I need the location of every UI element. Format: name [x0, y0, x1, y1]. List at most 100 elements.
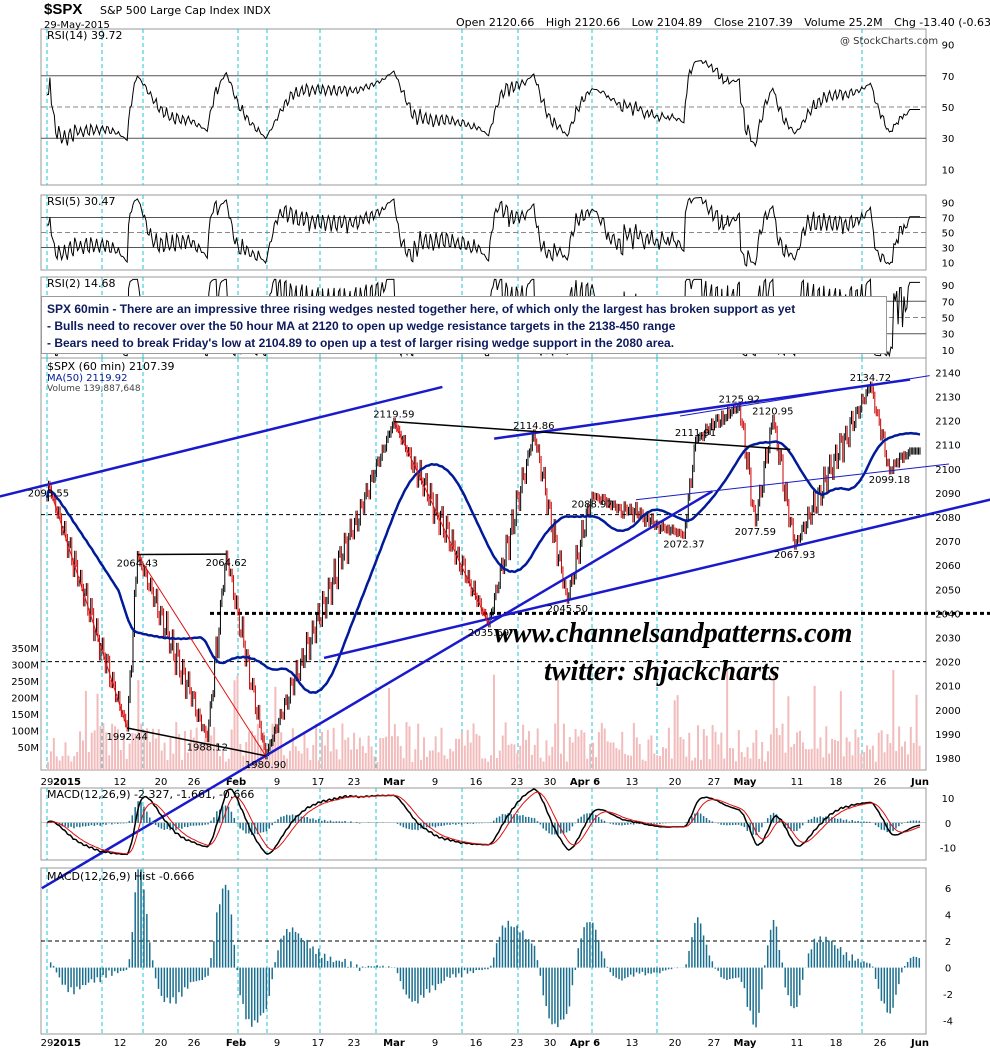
hist-bar	[758, 967, 760, 1013]
macd-hist-bar	[341, 821, 343, 823]
volume-bar	[58, 760, 61, 770]
volume-bar	[390, 736, 393, 770]
swing-point-label: 1992.44	[106, 732, 147, 743]
hist-bar	[131, 932, 134, 968]
open-value: Open 2120.66	[456, 16, 535, 29]
lower-bound-line	[127, 727, 266, 757]
hist-bar	[414, 967, 416, 1001]
macd-hist-bar	[600, 819, 603, 823]
hist-bar	[898, 967, 900, 985]
volume-bar	[291, 728, 294, 770]
swing-point-label: 2045.50	[547, 604, 588, 615]
hist-bar	[431, 967, 434, 986]
hist-bar	[277, 950, 279, 968]
volume-bar	[641, 759, 644, 770]
macd-hist-bar	[245, 822, 247, 834]
macd-hist-bar	[632, 822, 635, 825]
hist-bar	[495, 943, 498, 968]
volume-bar	[81, 740, 84, 770]
macd-hist-bar	[580, 816, 582, 823]
volume-bar	[554, 723, 557, 770]
volume-bar	[367, 735, 370, 770]
hist-bar	[227, 890, 230, 968]
volume-bar	[627, 755, 630, 770]
security-name: S&P 500 Large Cap Index INDX	[100, 4, 271, 17]
macd-hist-bar	[539, 822, 542, 825]
volume-bar	[880, 730, 883, 770]
hist-bar	[460, 967, 463, 978]
hist-bar	[192, 967, 195, 982]
y-tick-label: 10	[942, 794, 955, 805]
macd-hist-bar	[749, 822, 751, 832]
decline-channel-line	[136, 554, 267, 757]
volume-bar	[758, 758, 761, 770]
x-tick-label: Jun	[910, 777, 929, 788]
hist-bar	[799, 967, 801, 996]
volume-bar	[224, 761, 227, 770]
hist-bar	[224, 884, 227, 968]
macd-hist-bar	[708, 820, 711, 823]
hist-bar	[533, 945, 536, 968]
x-tick-label: 23	[511, 777, 524, 788]
hist-bar	[793, 967, 795, 1009]
volume-bar	[102, 723, 105, 770]
macd-hist-bar	[519, 815, 521, 823]
hist-bar	[64, 967, 66, 985]
hist-bar	[242, 967, 244, 1004]
volume-bar	[460, 732, 463, 770]
macd-hist-bar	[114, 822, 116, 824]
hist-bar	[699, 923, 702, 968]
volume-bar	[740, 752, 743, 770]
volume-bar	[446, 758, 449, 770]
y-tick-label: 1980	[935, 754, 960, 765]
macd-hist-bar	[807, 819, 810, 823]
volume-bar	[481, 758, 484, 770]
volume-bar	[685, 756, 688, 770]
macd-hist-bar	[492, 820, 495, 823]
volume-bar	[385, 736, 388, 770]
hist-bar	[443, 967, 445, 981]
stockcharts-brand[interactable]: @ StockCharts.com	[840, 36, 939, 47]
volume-bar	[662, 747, 665, 770]
ticker-symbol[interactable]: $SPX	[44, 1, 83, 18]
macd-hist-bar	[691, 816, 693, 823]
hist-bar	[280, 938, 282, 968]
hist-bar	[408, 967, 410, 999]
volume-bar	[370, 746, 373, 770]
hist-bar	[842, 954, 845, 968]
macd-hist-bar	[766, 818, 769, 823]
macd-hist-bar	[87, 822, 90, 826]
macd-hist-bar	[778, 819, 781, 823]
hist-bar	[764, 965, 766, 968]
hist-bar	[834, 945, 836, 968]
volume-bar	[300, 753, 303, 770]
hist-bar	[545, 967, 547, 1007]
hist-bar	[761, 967, 763, 990]
volume-bar	[76, 751, 79, 770]
x-tick-label: 27	[708, 1038, 721, 1049]
hist-bar	[836, 948, 839, 968]
hist-bar	[440, 967, 443, 984]
hist-bar	[536, 960, 539, 968]
macd-hist-bar	[99, 822, 101, 826]
hist-bar	[411, 967, 413, 1002]
macd-hist-bar	[81, 822, 84, 827]
hist-bar	[548, 967, 550, 1019]
hist-bar	[901, 967, 903, 973]
volume-bar	[183, 731, 186, 770]
volume-bar	[309, 760, 312, 770]
volume-bar	[717, 744, 720, 770]
x-tick-label: 29	[41, 1038, 54, 1049]
decline-channel-line	[47, 484, 128, 729]
chart-date: 29-May-2015	[44, 20, 110, 31]
volume-bar	[326, 729, 329, 770]
volume-bar	[828, 753, 831, 770]
macd-hist-bar	[624, 822, 626, 825]
macd-hist-bar	[662, 822, 664, 824]
hist-bar	[449, 967, 451, 978]
x-tick-label: 9	[432, 1038, 438, 1049]
macd-hist-bar	[501, 814, 504, 823]
x-tick-label: 17	[312, 777, 325, 788]
hist-bar	[612, 967, 614, 976]
volume-bar	[813, 685, 816, 770]
